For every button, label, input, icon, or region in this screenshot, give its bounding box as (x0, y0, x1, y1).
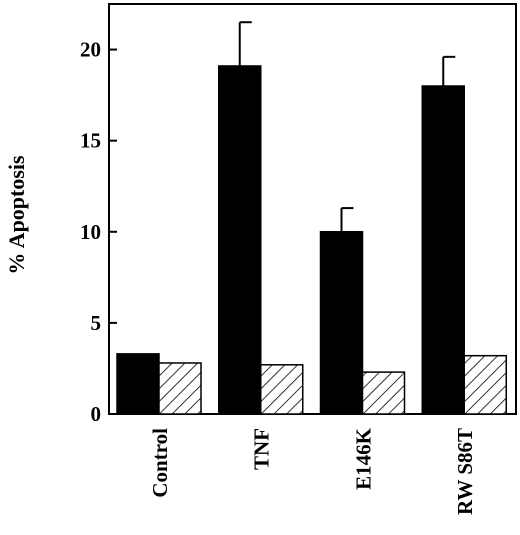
y-tick-label-2: 10 (80, 220, 101, 244)
bar-hatched-2 (361, 371, 406, 415)
plot-frame (108, 3, 517, 415)
bar-solid-2 (319, 231, 364, 415)
bar-solid-3 (421, 85, 465, 415)
y-tick-label-1: 5 (91, 311, 102, 335)
y-tick-label-0: 0 (91, 402, 102, 426)
bar-hatched-3 (463, 354, 507, 415)
y-tick-label-4: 20 (80, 38, 101, 62)
y-tick-label-3: 15 (80, 129, 101, 153)
bar-solid-0 (116, 353, 160, 415)
category-label-2: E146K (351, 427, 375, 490)
category-label-0: Control (148, 428, 172, 498)
y-axis-title: % Apoptosis (4, 155, 29, 275)
bar-solid-1 (218, 65, 262, 415)
bar-hatched-0 (158, 362, 202, 415)
category-label-3: RW S86T (453, 428, 477, 515)
chart-marks: 0 5 10 15 20 Control TNF E146K RW S86T (80, 21, 507, 515)
category-label-1: TNF (250, 428, 274, 470)
bar-hatched-1 (260, 364, 304, 415)
